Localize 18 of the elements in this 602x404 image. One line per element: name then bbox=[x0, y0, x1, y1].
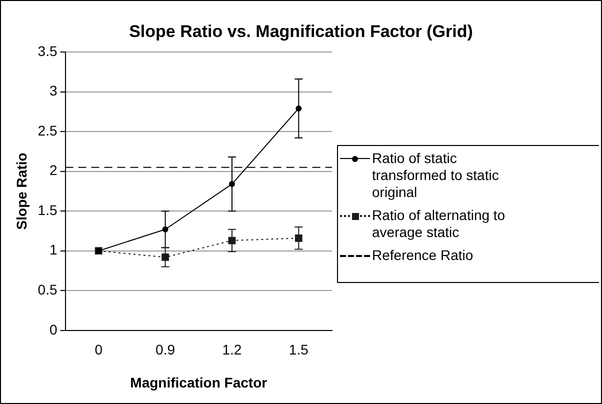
y-axis-title: Slope Ratio bbox=[13, 152, 30, 230]
y-tick-label: 2 bbox=[49, 162, 58, 178]
y-tick-label: 0 bbox=[49, 321, 58, 338]
legend-label: Ratio of static transformed to static original bbox=[372, 150, 500, 201]
y-tick-label: 0.5 bbox=[38, 281, 58, 298]
legend-label: Ratio of alternating to average static bbox=[372, 207, 506, 241]
x-tick-label: 0.9 bbox=[156, 342, 176, 358]
y-tick-label: 1 bbox=[49, 242, 58, 258]
y-tick-label: 3.5 bbox=[38, 42, 58, 59]
x-axis-title: Magnification Factor bbox=[130, 374, 268, 390]
y-tick-label: 1.5 bbox=[38, 202, 58, 218]
x-tick-label: 1.2 bbox=[222, 342, 242, 358]
legend-label: Reference Ratio bbox=[372, 247, 474, 264]
x-tick-label: 1.5 bbox=[288, 342, 309, 358]
chart-title: Slope Ratio vs. Magnification Factor (Grid) bbox=[128, 22, 474, 42]
y-tick-label: 3 bbox=[49, 82, 58, 99]
x-tick-label: 0 bbox=[94, 342, 103, 358]
y-tick-label: 2.5 bbox=[38, 122, 58, 138]
